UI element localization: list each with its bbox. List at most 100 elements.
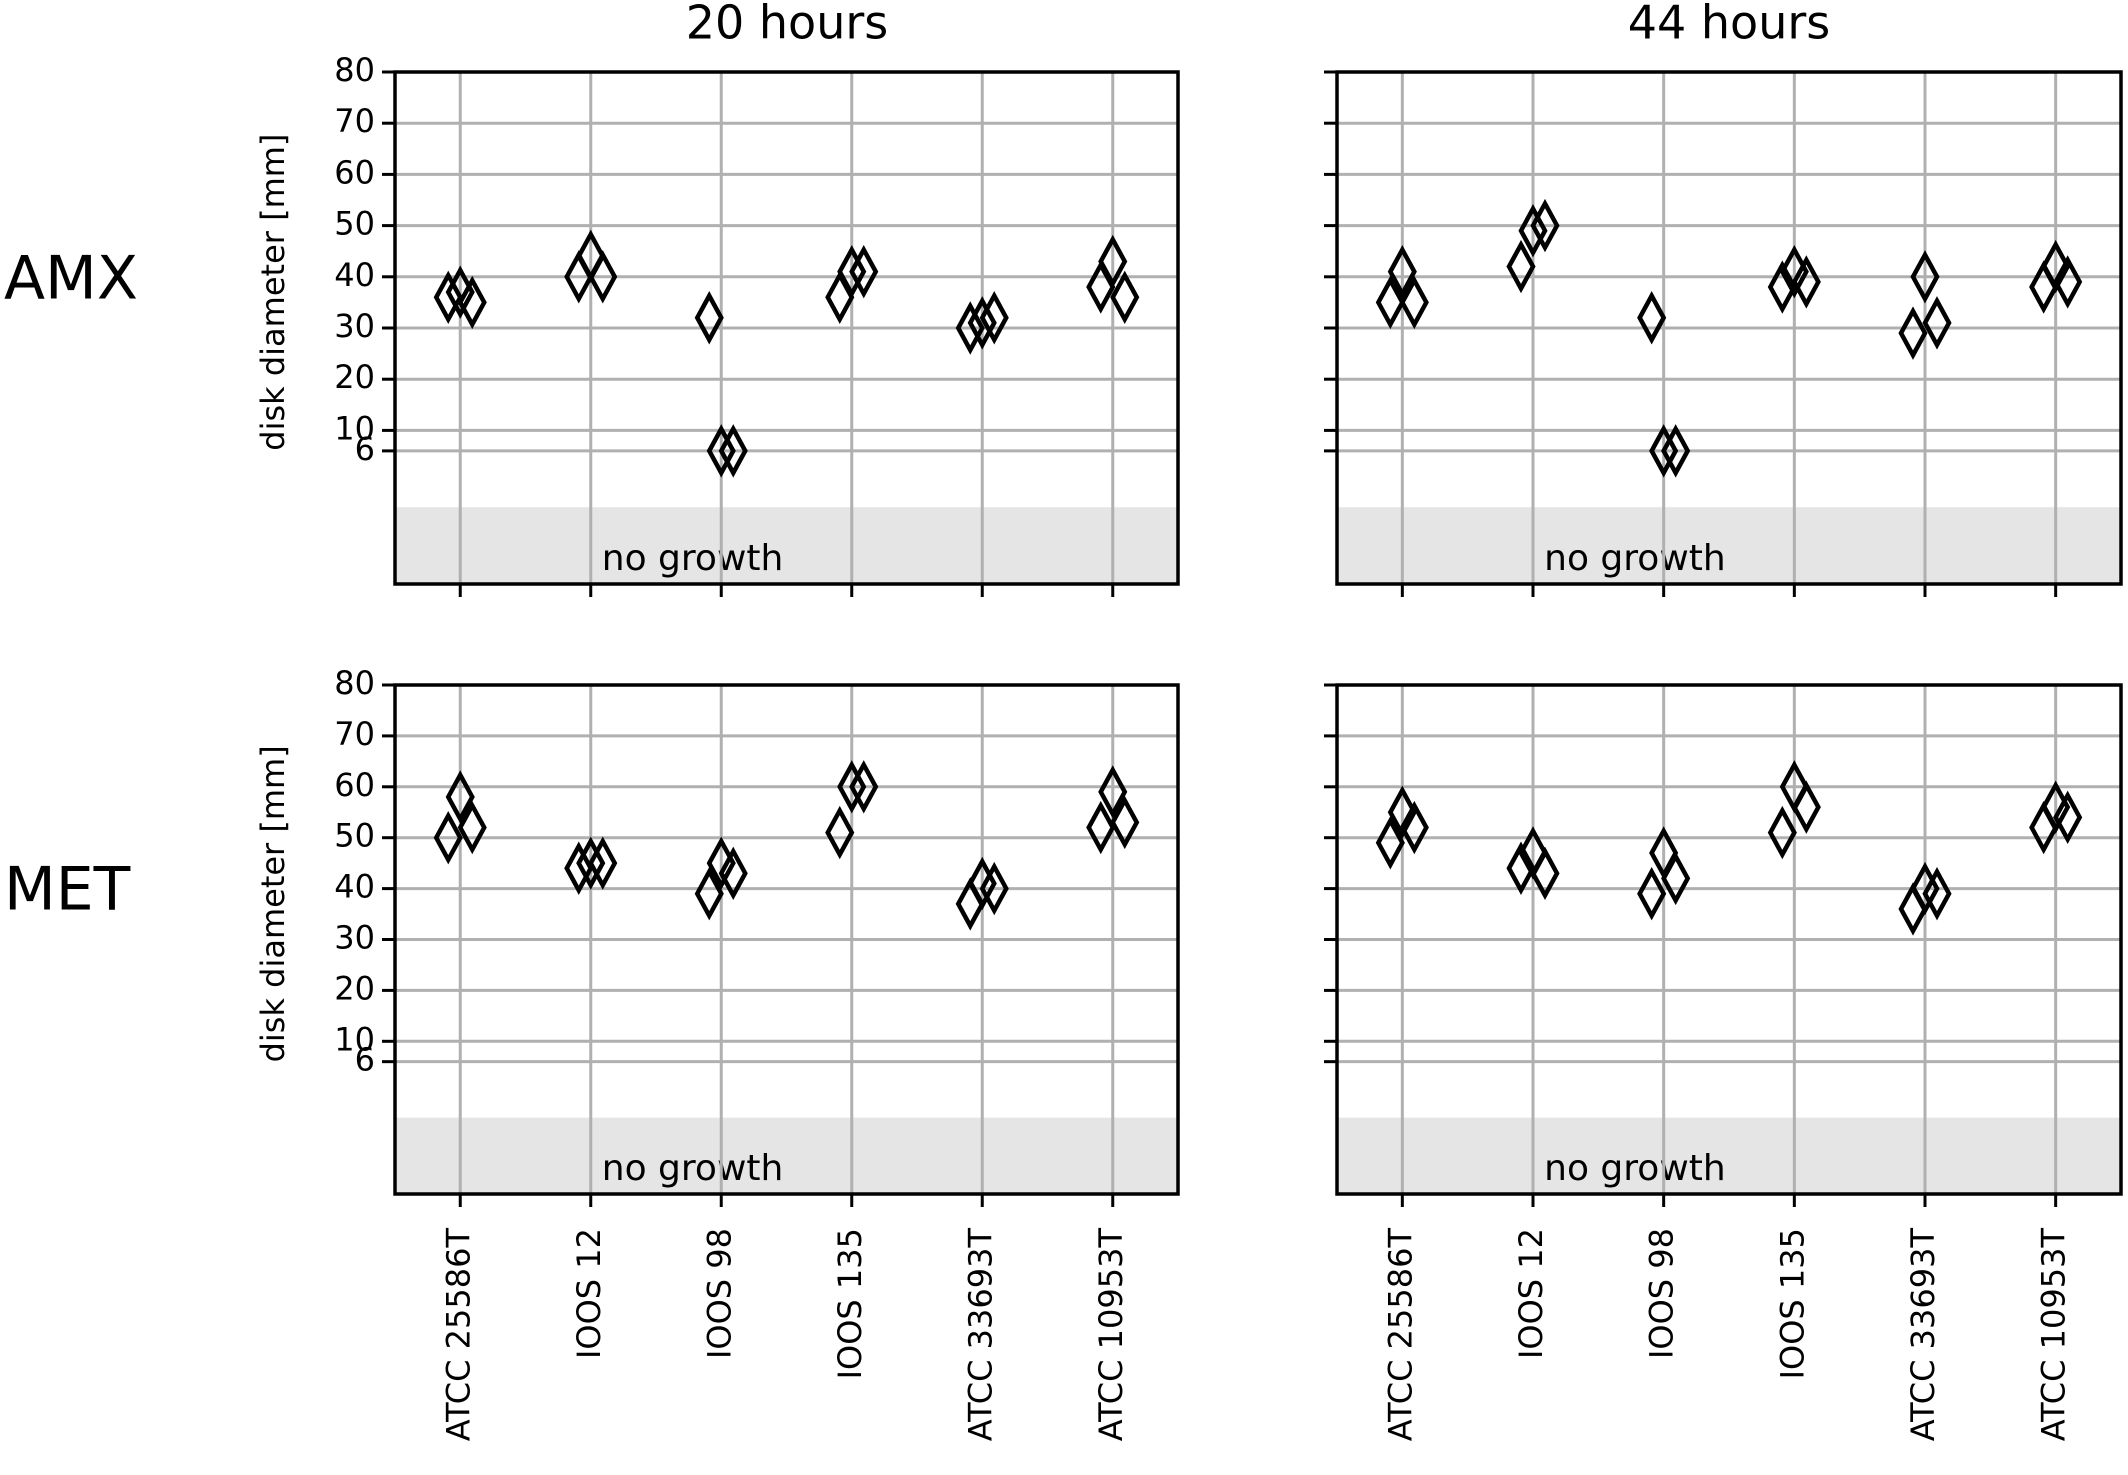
diamond-marker: [1530, 198, 1560, 253]
diamond-marker: [1098, 234, 1128, 289]
diamond-marker: [718, 846, 748, 901]
diamond-marker: [1375, 816, 1405, 870]
x-tick-label: IOOS 98: [700, 1228, 738, 1359]
diamond-marker: [1767, 805, 1797, 860]
y-tick-label: 50: [334, 205, 375, 243]
diamond-marker: [955, 301, 985, 355]
x-tick-label: IOOS 12: [570, 1228, 608, 1359]
y-tick-label: 40: [334, 256, 375, 294]
x-tick-label: IOOS 135: [831, 1228, 869, 1379]
diamond-marker: [1387, 785, 1417, 839]
diamond-marker: [1399, 275, 1429, 330]
diamond-marker: [2029, 800, 2059, 855]
diamond-marker: [837, 244, 867, 299]
diamond-marker: [979, 861, 1009, 916]
diamond-marker: [706, 424, 736, 478]
y-tick-label: 10: [334, 1020, 375, 1058]
diamond-marker: [1399, 800, 1429, 855]
y-tick-label: 10: [334, 409, 375, 447]
y-tick-label: 60: [334, 153, 375, 191]
shaded-label: no growth: [602, 1148, 784, 1189]
diamond-marker: [718, 424, 748, 478]
diamond-marker: [1791, 780, 1821, 834]
column-title: 44 hours: [1628, 0, 1831, 50]
diamond-marker: [588, 250, 618, 304]
shaded-region: [1337, 1117, 2121, 1194]
row-label: MET: [4, 855, 131, 925]
y-tick-label: 20: [334, 358, 375, 396]
shaded-region: [395, 507, 1178, 584]
x-tick-label: IOOS 135: [1773, 1228, 1811, 1379]
diamond-marker: [2053, 790, 2083, 845]
diamond-marker: [979, 291, 1009, 345]
shaded-label: no growth: [1544, 1148, 1726, 1189]
diamond-marker: [1661, 851, 1691, 906]
diamond-marker: [576, 836, 606, 890]
diamond-marker: [1661, 424, 1691, 478]
x-tick-label: ATCC 10953T: [2035, 1228, 2073, 1442]
x-tick-label: ATCC 33693T: [1904, 1228, 1942, 1442]
diamond-marker: [1518, 204, 1548, 258]
diamond-marker: [1530, 846, 1560, 901]
diamond-marker: [1375, 275, 1405, 330]
diamond-marker: [1649, 424, 1679, 478]
y-tick-label: 70: [334, 102, 375, 140]
diamond-marker: [1767, 260, 1797, 314]
y-tick-label: 6: [355, 430, 375, 468]
diamond-marker: [837, 760, 867, 814]
x-tick-label: ATCC 25586T: [439, 1228, 477, 1442]
y-tick-label: 80: [334, 664, 375, 702]
diamond-marker: [1110, 270, 1140, 324]
y-tick-label: 6: [355, 1041, 375, 1079]
diamond-marker: [433, 270, 463, 324]
y-tick-label: 30: [334, 307, 375, 345]
diamond-marker: [1098, 765, 1128, 819]
y-axis-label: disk diameter [mm]: [254, 134, 292, 451]
x-tick-label: ATCC 10953T: [1092, 1228, 1130, 1442]
axes-frame: [1335, 683, 2123, 1196]
diamond-marker: [1086, 800, 1116, 855]
shaded-label: no growth: [602, 538, 784, 579]
diamond-marker: [1506, 841, 1536, 895]
axes-frame: [393, 70, 1180, 586]
diamond-marker: [2029, 260, 2059, 314]
x-tick-label: ATCC 33693T: [961, 1228, 999, 1442]
y-tick-label: 40: [334, 868, 375, 906]
diamond-marker: [1922, 296, 1952, 350]
diamond-marker: [1637, 291, 1667, 345]
y-axis-label: disk diameter [mm]: [254, 745, 292, 1062]
diamond-marker: [588, 836, 618, 890]
diamond-marker: [849, 244, 879, 299]
row-label: AMX: [4, 244, 138, 314]
column-title: 20 hours: [686, 0, 889, 50]
y-tick-label: 50: [334, 817, 375, 855]
diamond-marker: [825, 805, 855, 860]
y-tick-label: 20: [334, 969, 375, 1007]
x-tick-label: ATCC 25586T: [1381, 1228, 1419, 1442]
diamond-marker: [694, 291, 724, 345]
diamond-marker: [2053, 255, 2083, 309]
axes-frame: [393, 683, 1180, 1196]
diamond-marker: [457, 275, 487, 330]
diamond-marker: [967, 296, 997, 350]
diamond-marker: [1506, 239, 1536, 294]
diamond-marker: [1910, 250, 1940, 304]
axes-frame: [1335, 70, 2123, 586]
shaded-region: [395, 1117, 1178, 1194]
diamond-marker: [1898, 882, 1928, 936]
y-tick-label: 70: [334, 715, 375, 753]
diamond-marker: [694, 866, 724, 921]
shaded-label: no growth: [1544, 538, 1726, 579]
diamond-marker: [1387, 244, 1417, 299]
diamond-marker: [457, 800, 487, 855]
diamond-marker: [445, 770, 475, 824]
diamond-marker: [1922, 866, 1952, 921]
x-tick-label: IOOS 98: [1643, 1228, 1681, 1359]
diamond-marker: [1637, 866, 1667, 921]
y-tick-label: 30: [334, 919, 375, 957]
diamond-marker: [1086, 260, 1116, 314]
y-tick-label: 80: [334, 51, 375, 89]
x-tick-label: IOOS 12: [1512, 1228, 1550, 1359]
shaded-region: [1337, 507, 2121, 584]
